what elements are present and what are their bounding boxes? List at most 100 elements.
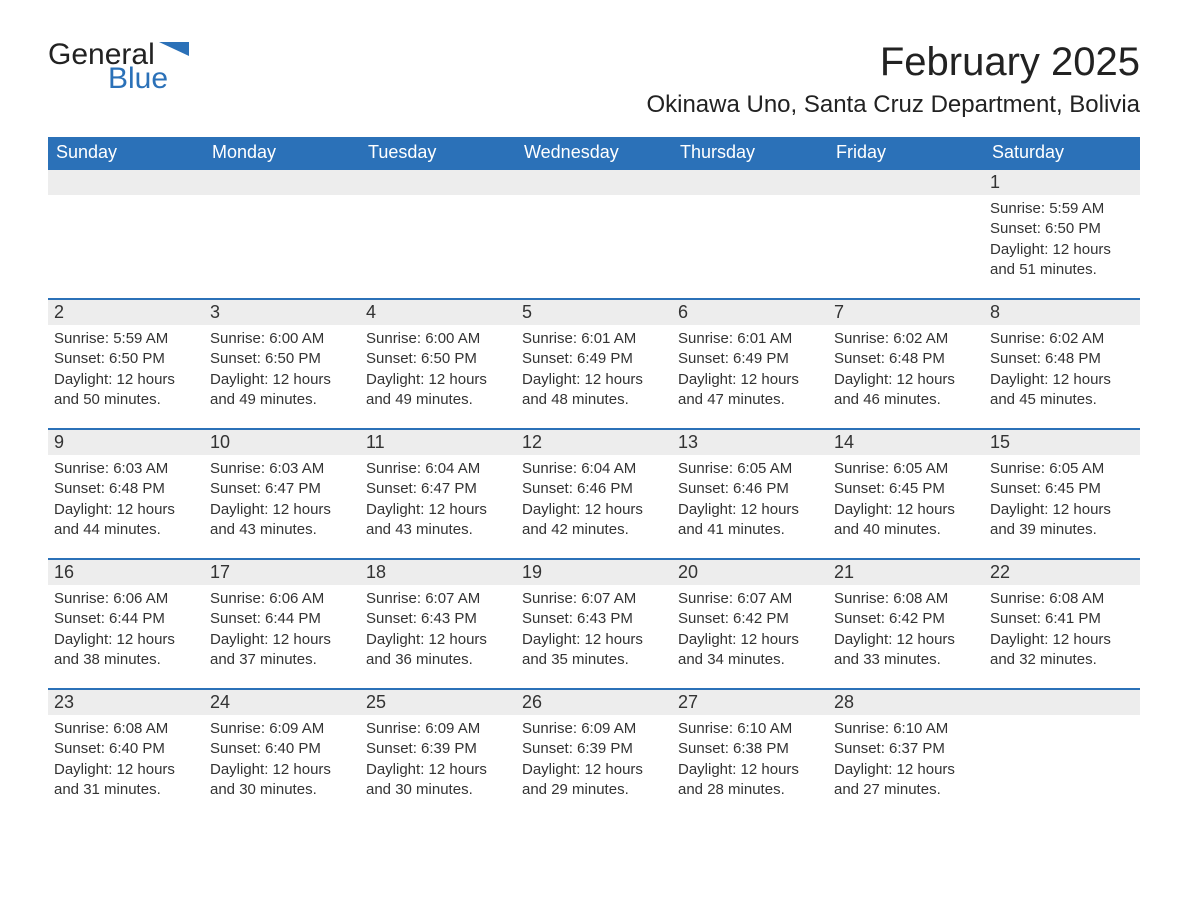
- sunrise-text: Sunrise: 6:07 AM: [366, 589, 510, 609]
- sunrise-text: Sunrise: 6:10 AM: [678, 719, 822, 739]
- day-details: Sunrise: 5:59 AMSunset: 6:50 PMDaylight:…: [48, 325, 204, 420]
- sunset-text: Sunset: 6:38 PM: [678, 739, 822, 759]
- sunset-text: Sunset: 6:47 PM: [210, 479, 354, 499]
- day-details: Sunrise: 6:02 AMSunset: 6:48 PMDaylight:…: [984, 325, 1140, 420]
- sunrise-text: Sunrise: 5:59 AM: [54, 329, 198, 349]
- daylight-text: Daylight: 12 hours and 30 minutes.: [366, 760, 510, 801]
- day-number: 9: [48, 428, 204, 455]
- daylight-text: Daylight: 12 hours and 51 minutes.: [990, 240, 1134, 281]
- day-number: 26: [516, 688, 672, 715]
- day-details: Sunrise: 6:04 AMSunset: 6:47 PMDaylight:…: [360, 455, 516, 550]
- day-number: 13: [672, 428, 828, 455]
- sunrise-text: Sunrise: 6:09 AM: [366, 719, 510, 739]
- day-details: [828, 195, 984, 275]
- sunrise-text: Sunrise: 6:04 AM: [522, 459, 666, 479]
- calendar-day-cell: [984, 688, 1140, 818]
- sunset-text: Sunset: 6:48 PM: [834, 349, 978, 369]
- day-number: 22: [984, 558, 1140, 585]
- sunset-text: Sunset: 6:50 PM: [210, 349, 354, 369]
- day-details: Sunrise: 6:08 AMSunset: 6:41 PMDaylight:…: [984, 585, 1140, 680]
- daylight-text: Daylight: 12 hours and 50 minutes.: [54, 370, 198, 411]
- daylight-text: Daylight: 12 hours and 33 minutes.: [834, 630, 978, 671]
- sunrise-text: Sunrise: 6:02 AM: [990, 329, 1134, 349]
- sunrise-text: Sunrise: 6:00 AM: [210, 329, 354, 349]
- calendar-week-row: 23Sunrise: 6:08 AMSunset: 6:40 PMDayligh…: [48, 688, 1140, 818]
- weekday-header: Monday: [204, 137, 360, 168]
- day-number: [984, 688, 1140, 715]
- brand-logo: General Blue: [48, 40, 189, 94]
- daylight-text: Daylight: 12 hours and 32 minutes.: [990, 630, 1134, 671]
- sunset-text: Sunset: 6:45 PM: [990, 479, 1134, 499]
- day-number: [672, 168, 828, 195]
- sunrise-text: Sunrise: 6:06 AM: [210, 589, 354, 609]
- sunset-text: Sunset: 6:47 PM: [366, 479, 510, 499]
- calendar-day-cell: 28Sunrise: 6:10 AMSunset: 6:37 PMDayligh…: [828, 688, 984, 818]
- day-number: 15: [984, 428, 1140, 455]
- day-details: Sunrise: 6:01 AMSunset: 6:49 PMDaylight:…: [516, 325, 672, 420]
- sunrise-text: Sunrise: 6:01 AM: [522, 329, 666, 349]
- calendar-day-cell: 3Sunrise: 6:00 AMSunset: 6:50 PMDaylight…: [204, 298, 360, 428]
- day-details: Sunrise: 6:01 AMSunset: 6:49 PMDaylight:…: [672, 325, 828, 420]
- calendar-day-cell: 10Sunrise: 6:03 AMSunset: 6:47 PMDayligh…: [204, 428, 360, 558]
- daylight-text: Daylight: 12 hours and 38 minutes.: [54, 630, 198, 671]
- calendar-day-cell: 4Sunrise: 6:00 AMSunset: 6:50 PMDaylight…: [360, 298, 516, 428]
- calendar-day-cell: 6Sunrise: 6:01 AMSunset: 6:49 PMDaylight…: [672, 298, 828, 428]
- calendar-day-cell: 9Sunrise: 6:03 AMSunset: 6:48 PMDaylight…: [48, 428, 204, 558]
- day-number: 1: [984, 168, 1140, 195]
- sunset-text: Sunset: 6:46 PM: [678, 479, 822, 499]
- sunset-text: Sunset: 6:49 PM: [522, 349, 666, 369]
- day-number: 7: [828, 298, 984, 325]
- sunrise-text: Sunrise: 6:09 AM: [522, 719, 666, 739]
- day-number: [828, 168, 984, 195]
- day-number: 18: [360, 558, 516, 585]
- weekday-header: Tuesday: [360, 137, 516, 168]
- day-details: Sunrise: 6:09 AMSunset: 6:39 PMDaylight:…: [516, 715, 672, 810]
- day-number: 6: [672, 298, 828, 325]
- sunrise-text: Sunrise: 6:04 AM: [366, 459, 510, 479]
- daylight-text: Daylight: 12 hours and 31 minutes.: [54, 760, 198, 801]
- daylight-text: Daylight: 12 hours and 34 minutes.: [678, 630, 822, 671]
- calendar-day-cell: [360, 168, 516, 298]
- location-subtitle: Okinawa Uno, Santa Cruz Department, Boli…: [646, 91, 1140, 119]
- sunset-text: Sunset: 6:50 PM: [990, 219, 1134, 239]
- daylight-text: Daylight: 12 hours and 39 minutes.: [990, 500, 1134, 541]
- calendar-day-cell: 1 Sunrise: 5:59 AMSunset: 6:50 PMDaylight…: [984, 168, 1140, 298]
- calendar-day-cell: [204, 168, 360, 298]
- daylight-text: Daylight: 12 hours and 43 minutes.: [366, 500, 510, 541]
- day-number: 17: [204, 558, 360, 585]
- day-number: 16: [48, 558, 204, 585]
- daylight-text: Daylight: 12 hours and 49 minutes.: [210, 370, 354, 411]
- sunset-text: Sunset: 6:42 PM: [834, 609, 978, 629]
- day-details: Sunrise: 6:03 AMSunset: 6:47 PMDaylight:…: [204, 455, 360, 550]
- day-number: 14: [828, 428, 984, 455]
- sunrise-text: Sunrise: 5:59 AM: [990, 199, 1134, 219]
- day-number: 12: [516, 428, 672, 455]
- daylight-text: Daylight: 12 hours and 40 minutes.: [834, 500, 978, 541]
- day-details: Sunrise: 6:05 AMSunset: 6:46 PMDaylight:…: [672, 455, 828, 550]
- calendar-week-row: 16Sunrise: 6:06 AMSunset: 6:44 PMDayligh…: [48, 558, 1140, 688]
- daylight-text: Daylight: 12 hours and 37 minutes.: [210, 630, 354, 671]
- daylight-text: Daylight: 12 hours and 46 minutes.: [834, 370, 978, 411]
- sunset-text: Sunset: 6:50 PM: [366, 349, 510, 369]
- day-number: 21: [828, 558, 984, 585]
- calendar-day-cell: 11Sunrise: 6:04 AMSunset: 6:47 PMDayligh…: [360, 428, 516, 558]
- day-details: Sunrise: 6:05 AMSunset: 6:45 PMDaylight:…: [984, 455, 1140, 550]
- sunrise-text: Sunrise: 6:07 AM: [678, 589, 822, 609]
- day-details: Sunrise: 6:05 AMSunset: 6:45 PMDaylight:…: [828, 455, 984, 550]
- day-details: [672, 195, 828, 275]
- day-details: Sunrise: 6:09 AMSunset: 6:40 PMDaylight:…: [204, 715, 360, 810]
- daylight-text: Daylight: 12 hours and 45 minutes.: [990, 370, 1134, 411]
- daylight-text: Daylight: 12 hours and 36 minutes.: [366, 630, 510, 671]
- day-details: Sunrise: 6:07 AMSunset: 6:43 PMDaylight:…: [516, 585, 672, 680]
- calendar-day-cell: 18Sunrise: 6:07 AMSunset: 6:43 PMDayligh…: [360, 558, 516, 688]
- daylight-text: Daylight: 12 hours and 43 minutes.: [210, 500, 354, 541]
- sunrise-text: Sunrise: 6:10 AM: [834, 719, 978, 739]
- sunset-text: Sunset: 6:43 PM: [522, 609, 666, 629]
- day-details: Sunrise: 6:00 AMSunset: 6:50 PMDaylight:…: [204, 325, 360, 420]
- page-header: General Blue February 2025 Okinawa Uno, …: [48, 40, 1140, 119]
- calendar-day-cell: 2Sunrise: 5:59 AMSunset: 6:50 PMDaylight…: [48, 298, 204, 428]
- sunrise-text: Sunrise: 6:08 AM: [990, 589, 1134, 609]
- sunrise-text: Sunrise: 6:03 AM: [54, 459, 198, 479]
- daylight-text: Daylight: 12 hours and 48 minutes.: [522, 370, 666, 411]
- calendar-day-cell: [48, 168, 204, 298]
